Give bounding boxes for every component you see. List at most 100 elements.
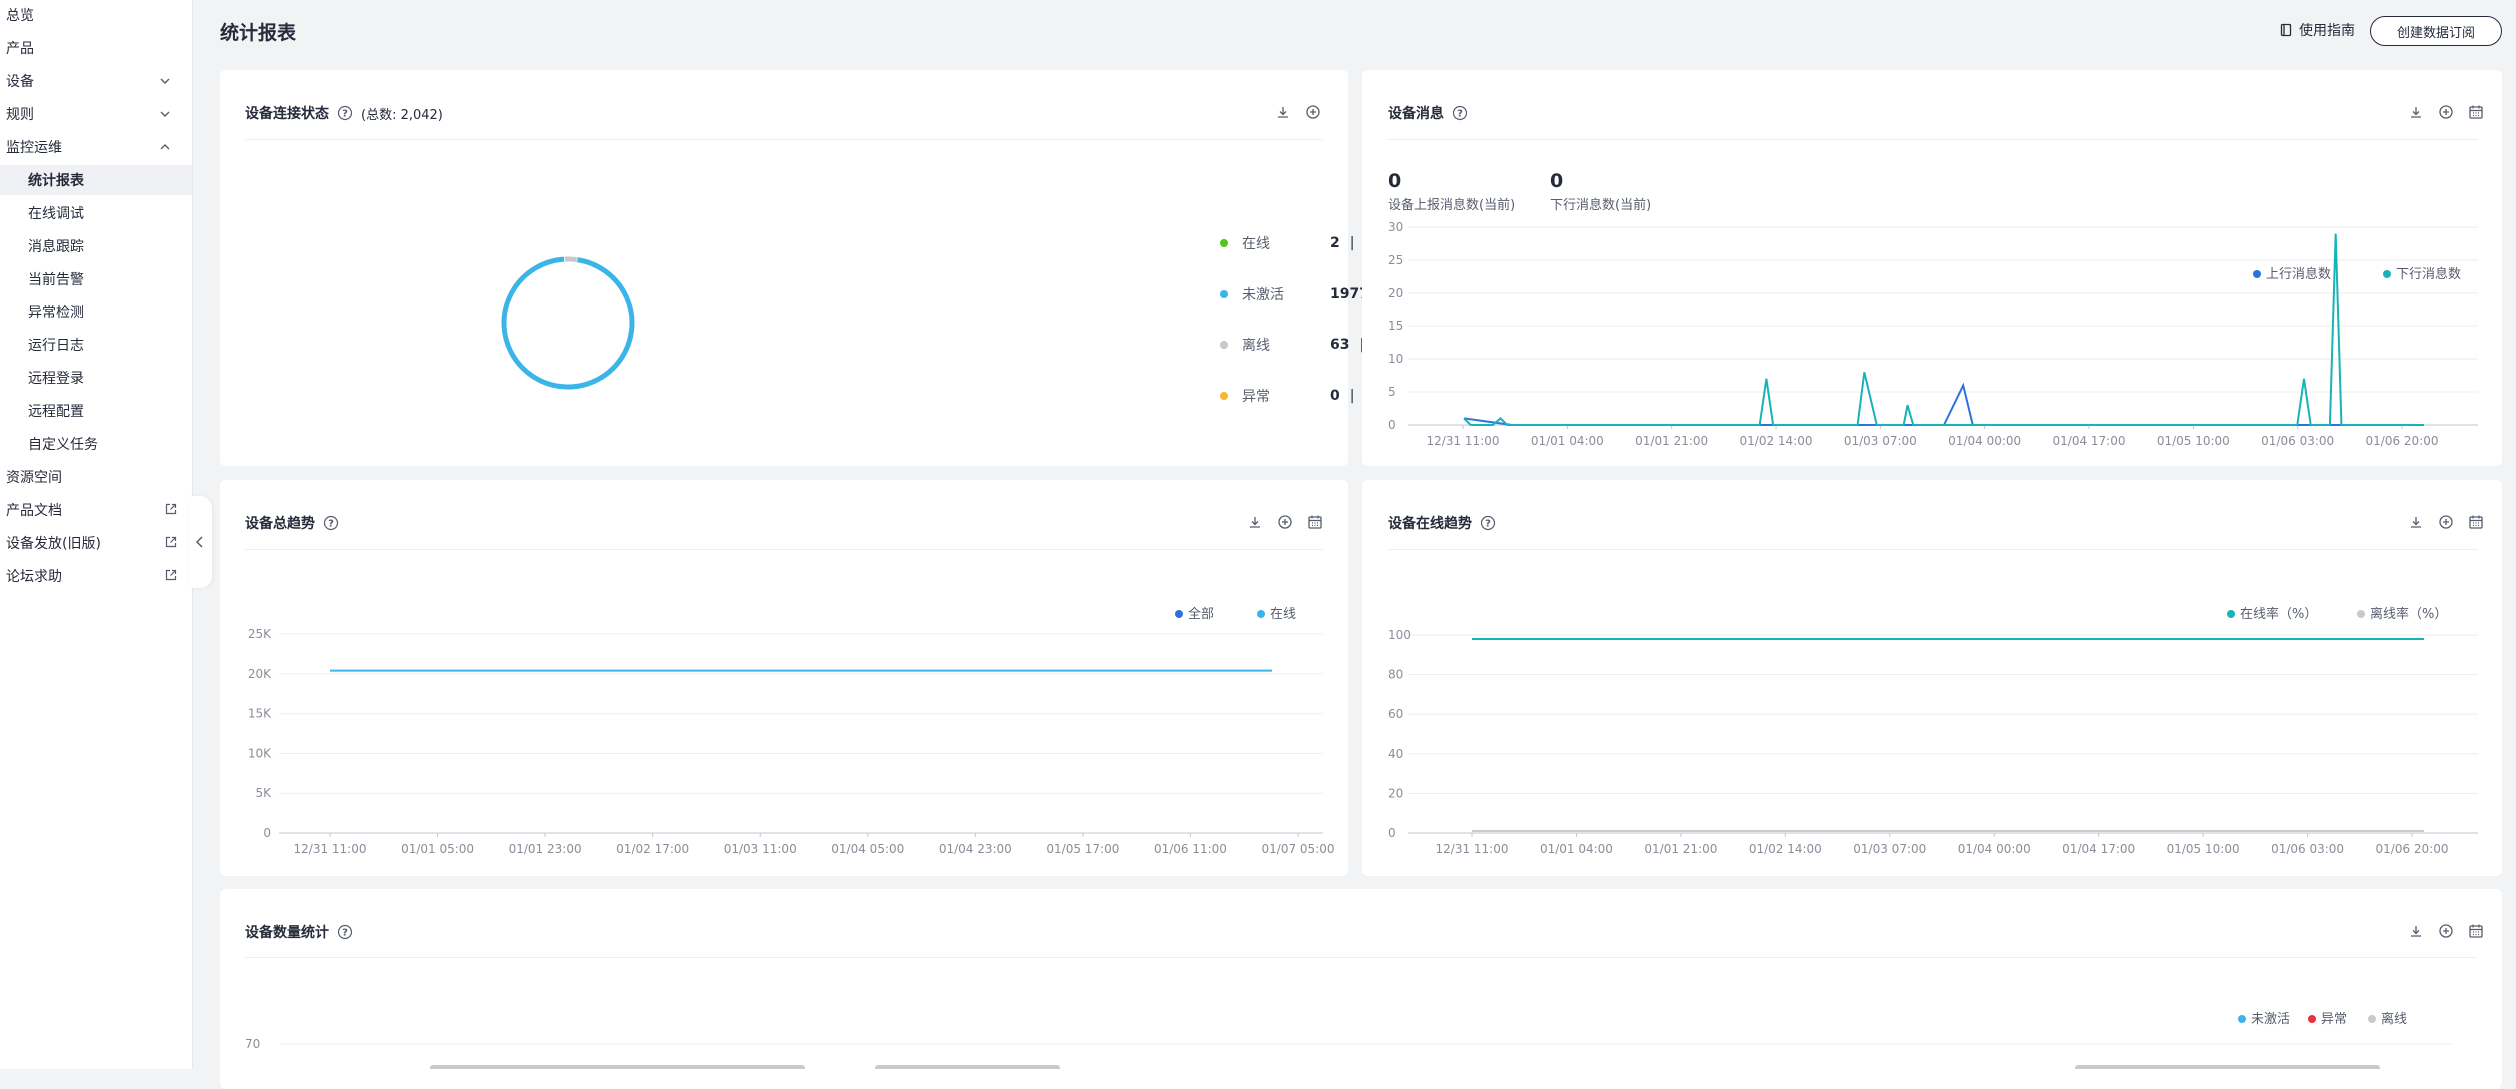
- legend-label[interactable]: 全部: [1188, 606, 1214, 622]
- device-count-bar-chart: 70未激活异常离线: [220, 889, 2502, 1069]
- bar-0[interactable]: [430, 1065, 805, 1069]
- x-tick-label: 01/01 23:00: [509, 842, 582, 856]
- sidebar-item-3[interactable]: 规则: [0, 99, 192, 129]
- bar-1[interactable]: [875, 1065, 1060, 1069]
- sidebar-item-0[interactable]: 总览: [0, 0, 192, 30]
- stat-separator: |: [1350, 235, 1355, 251]
- sidebar-item-10[interactable]: 运行日志: [0, 330, 192, 360]
- sidebar-item-label: 设备: [6, 71, 34, 91]
- download-icon[interactable]: [1275, 104, 1291, 120]
- sidebar-item-14[interactable]: 资源空间: [0, 462, 192, 492]
- sidebar-item-1[interactable]: 产品: [0, 33, 192, 63]
- bar-2[interactable]: [2075, 1065, 2380, 1069]
- sidebar-item-label: 异常检测: [28, 302, 84, 322]
- sidebar-item-label: 统计报表: [28, 170, 84, 190]
- sidebar-item-16[interactable]: 设备发放(旧版): [0, 528, 192, 558]
- legend-label[interactable]: 上行消息数: [2266, 266, 2331, 282]
- sidebar-item-label: 资源空间: [6, 467, 62, 487]
- sidebar-item-2[interactable]: 设备: [0, 66, 192, 96]
- legend-dot: [1220, 239, 1228, 247]
- guide-link[interactable]: 使用指南: [2279, 20, 2355, 40]
- sidebar-item-label: 运行日志: [28, 335, 84, 355]
- legend-label[interactable]: 下行消息数: [2396, 266, 2461, 282]
- sidebar-item-13[interactable]: 自定义任务: [0, 429, 192, 459]
- sidebar-item-15[interactable]: 产品文档: [0, 495, 192, 525]
- sidebar-item-12[interactable]: 远程配置: [0, 396, 192, 426]
- sidebar-item-5[interactable]: 统计报表: [0, 165, 192, 195]
- legend-label[interactable]: 异常: [2321, 1012, 2347, 1027]
- sidebar-item-label: 规则: [6, 104, 34, 124]
- series-line-0[interactable]: [1464, 385, 2424, 425]
- x-tick-label: 01/04 17:00: [2062, 842, 2135, 856]
- legend-dot: [1220, 290, 1228, 298]
- sidebar-item-label: 监控运维: [6, 137, 62, 157]
- legend-label[interactable]: 未激活: [2251, 1012, 2290, 1027]
- create-subscription-button[interactable]: 创建数据订阅: [2370, 16, 2502, 46]
- sidebar-item-11[interactable]: 远程登录: [0, 363, 192, 393]
- y-tick-label: 80: [1388, 668, 1403, 682]
- legend-dot: [2253, 270, 2261, 278]
- x-tick-label: 01/03 11:00: [724, 842, 797, 856]
- x-tick-label: 01/06 20:00: [2376, 842, 2449, 856]
- svg-text:?: ?: [342, 109, 348, 120]
- y-tick-label: 20: [1388, 786, 1403, 800]
- donut-slice-2[interactable]: [565, 259, 576, 260]
- x-tick-label: 12/31 11:00: [1436, 842, 1509, 856]
- legend-label[interactable]: 在线率（%）: [2240, 606, 2317, 622]
- card-title: 设备连接状态 ? (总数: 2,042): [245, 103, 443, 123]
- stat-count: 0: [1330, 388, 1340, 404]
- x-tick-label: 01/02 14:00: [1740, 434, 1813, 448]
- legend-dot: [2383, 270, 2391, 278]
- x-tick-label: 01/04 00:00: [1958, 842, 2031, 856]
- legend-label[interactable]: 在线: [1270, 607, 1296, 622]
- x-tick-label: 01/06 20:00: [2366, 434, 2439, 448]
- y-tick-label: 0: [263, 826, 271, 840]
- chevron-left-icon: [194, 534, 206, 550]
- y-tick-label: 5K: [255, 786, 272, 800]
- book-icon: [2279, 23, 2293, 37]
- y-tick-label: 20K: [248, 667, 272, 681]
- sidebar-collapse-button[interactable]: [188, 496, 212, 588]
- sidebar-item-17[interactable]: 论坛求助: [0, 561, 192, 591]
- x-tick-label: 01/05 10:00: [2157, 434, 2230, 448]
- x-tick-label: 01/02 17:00: [616, 842, 689, 856]
- y-tick-label: 60: [1388, 707, 1403, 721]
- sidebar-item-7[interactable]: 消息跟踪: [0, 231, 192, 261]
- help-icon[interactable]: ?: [337, 105, 353, 121]
- stat-label: 异常: [1242, 386, 1330, 406]
- external-link-icon: [164, 535, 178, 549]
- legend-label[interactable]: 离线: [2381, 1011, 2407, 1027]
- sidebar-item-label: 远程配置: [28, 401, 84, 421]
- series-line-1[interactable]: [1464, 234, 2424, 425]
- x-tick-label: 01/06 03:00: [2271, 842, 2344, 856]
- sidebar-item-6[interactable]: 在线调试: [0, 198, 192, 228]
- x-tick-label: 01/01 05:00: [401, 842, 474, 856]
- y-tick-label: 40: [1388, 747, 1403, 761]
- x-tick-label: 01/07 05:00: [1262, 842, 1335, 856]
- connection-status-card: 设备连接状态 ? (总数: 2,042) 在线2|0.1%未激活1977|96.…: [220, 70, 1348, 466]
- legend-label[interactable]: 离线率（%）: [2370, 606, 2447, 622]
- x-tick-label: 01/04 05:00: [831, 842, 904, 856]
- donut-slice-1[interactable]: [504, 259, 632, 387]
- sidebar-item-label: 当前告警: [28, 269, 84, 289]
- stat-label: 离线: [1242, 335, 1330, 355]
- sidebar-item-label: 自定义任务: [28, 434, 98, 454]
- y-tick-label: 15K: [248, 707, 272, 721]
- sidebar-item-8[interactable]: 当前告警: [0, 264, 192, 294]
- legend-dot: [1220, 392, 1228, 400]
- sidebar-item-4[interactable]: 监控运维: [0, 132, 192, 162]
- x-tick-label: 01/05 10:00: [2167, 842, 2240, 856]
- sidebar-item-9[interactable]: 异常检测: [0, 297, 192, 327]
- y-tick-label: 25: [1388, 253, 1403, 267]
- y-tick-label: 0: [1388, 826, 1396, 840]
- legend-dot: [1257, 610, 1265, 618]
- stat-label: 在线: [1242, 233, 1330, 253]
- add-to-dashboard-icon[interactable]: [1305, 104, 1321, 120]
- sidebar-item-label: 产品文档: [6, 500, 62, 520]
- sidebar-item-label: 总览: [6, 5, 34, 25]
